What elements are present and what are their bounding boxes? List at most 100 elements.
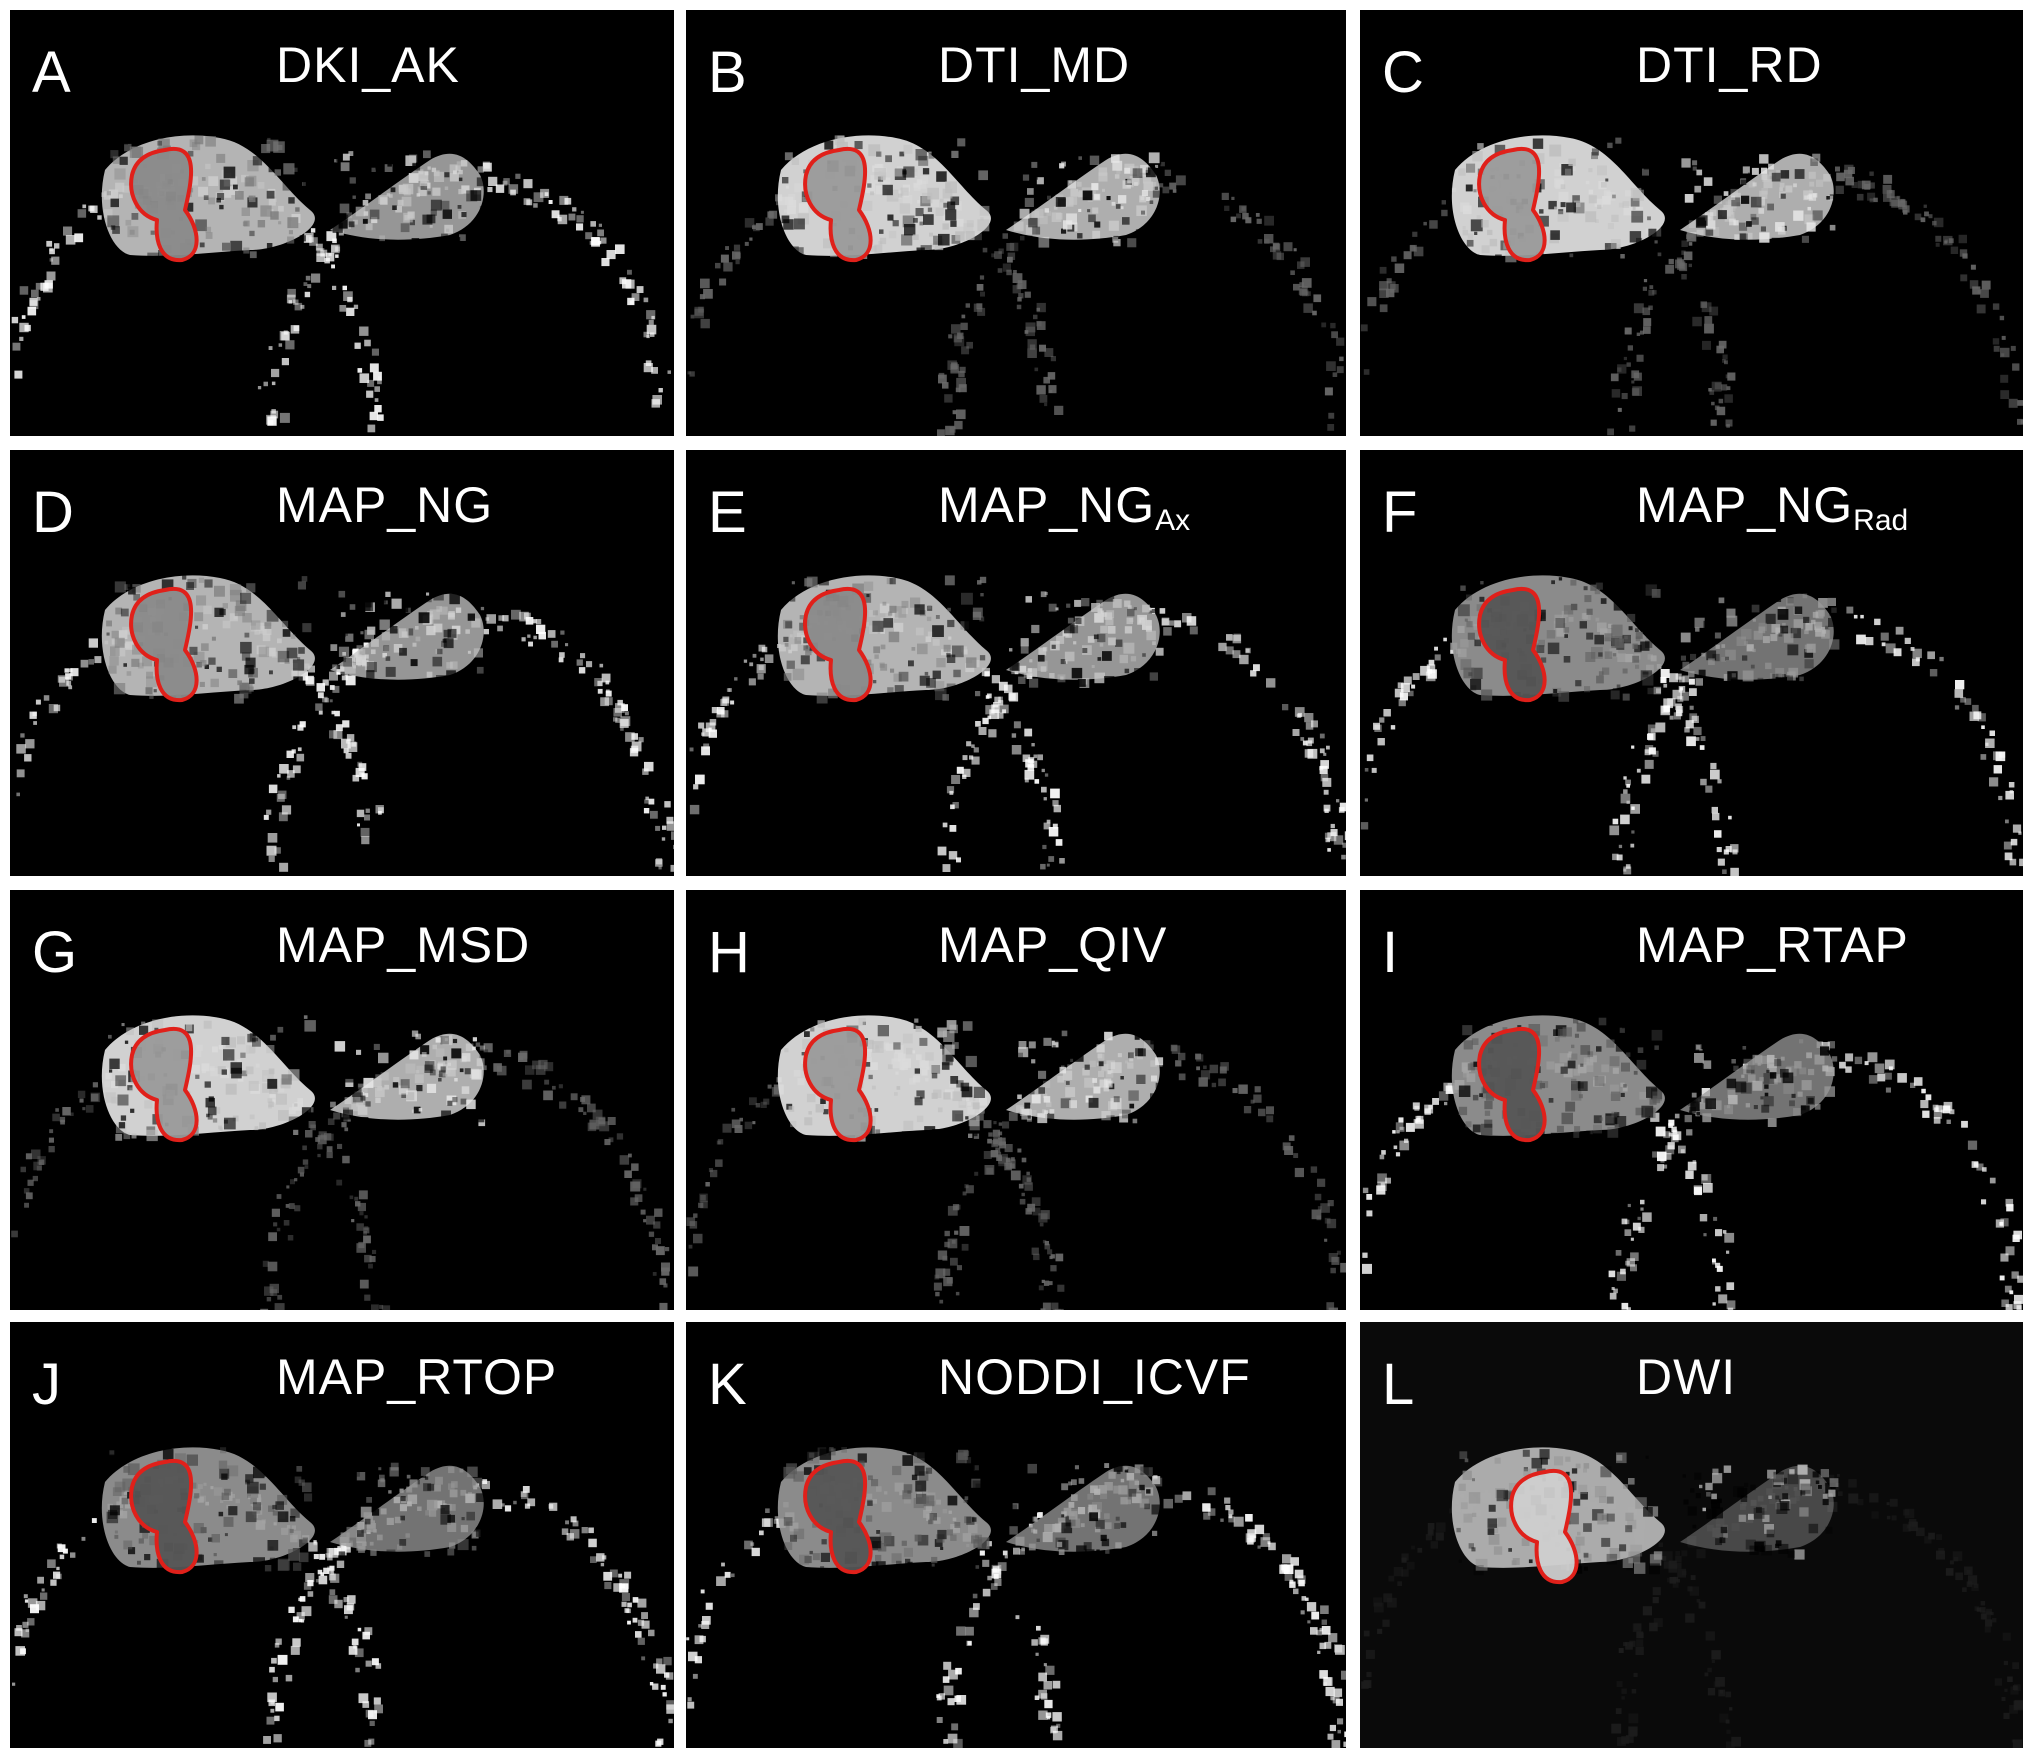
- mri-image: [1361, 1447, 2023, 1748]
- panel-title-text: MAP_MSD: [276, 917, 531, 973]
- tissue-right: [1680, 593, 1840, 687]
- panel-title-text: DKI_AK: [276, 37, 460, 93]
- tissue-right: [1680, 1030, 1837, 1127]
- panel-title: DKI_AK: [276, 40, 460, 90]
- tissue-right: [1006, 152, 1162, 248]
- panel-title-text: MAP_RTOP: [276, 1349, 558, 1405]
- panel-j: J MAP_RTOP: [10, 1322, 674, 1748]
- roi-outline: [129, 1026, 199, 1143]
- tissue-right: [330, 1462, 486, 1559]
- mri-image: [1360, 135, 2023, 436]
- panel-title-text: DTI_MD: [938, 37, 1131, 93]
- tissue-right: [1006, 591, 1164, 688]
- panel-title-text: MAP_NG: [276, 477, 494, 533]
- panel-e: E MAP_NGAx: [686, 450, 1346, 876]
- mri-image: [12, 1447, 674, 1747]
- mri-image: [1360, 575, 2023, 876]
- tissue-right: [330, 590, 484, 686]
- panel-letter: A: [32, 40, 71, 105]
- panel-a: A DKI_AK: [10, 10, 674, 436]
- tissue-right: [1680, 151, 1836, 249]
- lesion-region: [805, 1028, 871, 1141]
- panel-title-text: NODDI_ICVF: [938, 1349, 1251, 1405]
- panel-letter: F: [1382, 480, 1418, 545]
- panel-letter: D: [32, 480, 74, 545]
- roi-outline: [803, 586, 873, 703]
- panel-k: K NODDI_ICVF: [686, 1322, 1346, 1748]
- panel-letter: I: [1382, 920, 1399, 985]
- roi-outline: [1477, 1026, 1547, 1143]
- panel-letter: K: [708, 1352, 747, 1417]
- panel-title: MAP_NGAx: [938, 480, 1190, 536]
- roi-outline: [1477, 586, 1547, 703]
- roi-outline: [803, 146, 873, 263]
- roi-outline: [1509, 1468, 1579, 1585]
- mri-image: [11, 135, 671, 433]
- lesion-region: [131, 1028, 197, 1141]
- panel-title: MAP_QIV: [938, 920, 1167, 970]
- panel-b: B DTI_MD: [686, 10, 1346, 436]
- panel-g: G MAP_MSD: [10, 890, 674, 1310]
- tissue-right: [330, 1030, 489, 1127]
- panel-title-subscript: Rad: [1853, 504, 1909, 537]
- lesion-region: [805, 588, 871, 701]
- panel-letter: E: [708, 480, 747, 545]
- panel-h: H MAP_QIV: [686, 890, 1346, 1310]
- mri-image: [687, 135, 1345, 436]
- panel-title-text: DWI: [1636, 1349, 1737, 1405]
- lesion-region: [1511, 1470, 1577, 1583]
- panel-title-subscript: Ax: [1155, 504, 1191, 537]
- mri-image: [686, 1447, 1346, 1748]
- panel-l: L DWI: [1360, 1322, 2023, 1748]
- lesion-region: [1479, 588, 1545, 701]
- panel-title-text: MAP_RTAP: [1636, 917, 1909, 973]
- lesion-region: [1479, 1028, 1545, 1141]
- panel-letter: H: [708, 920, 750, 985]
- panel-letter: G: [32, 920, 78, 985]
- panel-title-text: DTI_RD: [1636, 37, 1823, 93]
- panel-letter: B: [708, 40, 747, 105]
- lesion-region: [131, 148, 197, 261]
- tissue-right: [1006, 1030, 1164, 1126]
- panel-title: MAP_RTAP: [1636, 920, 1909, 970]
- panel-title: MAP_MSD: [276, 920, 530, 970]
- panel-d: D MAP_NG: [10, 450, 674, 876]
- roi-outline: [129, 586, 199, 703]
- mri-image: [1362, 1015, 2023, 1310]
- lesion-region: [805, 148, 871, 261]
- lesion-region: [805, 1460, 871, 1573]
- panel-title: DWI: [1636, 1352, 1736, 1402]
- panel-title-text: MAP_QIV: [938, 917, 1168, 973]
- tissue-right: [330, 150, 486, 247]
- roi-outline: [1477, 146, 1547, 263]
- panel-c: C DTI_RD: [1360, 10, 2023, 436]
- panel-title: DTI_RD: [1636, 40, 1823, 90]
- lesion-region: [131, 1460, 197, 1573]
- panel-title-text: MAP_NG: [1636, 477, 1854, 533]
- panel-f: F MAP_NGRad: [1360, 450, 2023, 876]
- panel-title: DTI_MD: [938, 40, 1130, 90]
- lesion-region: [131, 588, 197, 701]
- panel-title: MAP_RTOP: [276, 1352, 557, 1402]
- roi-outline: [129, 1458, 199, 1575]
- roi-outline: [803, 1458, 873, 1575]
- mri-image: [686, 1015, 1346, 1310]
- lesion-region: [1479, 148, 1545, 261]
- panel-letter: L: [1382, 1352, 1415, 1417]
- panel-title: MAP_NG: [276, 480, 493, 530]
- panel-i: I MAP_RTAP: [1360, 890, 2023, 1310]
- panel-title: MAP_NGRad: [1636, 480, 1908, 536]
- roi-outline: [803, 1026, 873, 1143]
- mri-image: [16, 575, 674, 872]
- tissue-right: [1680, 1464, 1839, 1560]
- mri-image: [11, 1015, 670, 1310]
- panel-letter: J: [32, 1352, 61, 1417]
- panel-letter: C: [1382, 40, 1424, 105]
- mri-image: [689, 575, 1346, 872]
- tissue-ring: [1360, 160, 2023, 436]
- tissue-right: [1006, 1462, 1163, 1559]
- panel-title: NODDI_ICVF: [938, 1352, 1251, 1402]
- roi-outline: [129, 146, 199, 263]
- panel-title-text: MAP_NG: [938, 477, 1156, 533]
